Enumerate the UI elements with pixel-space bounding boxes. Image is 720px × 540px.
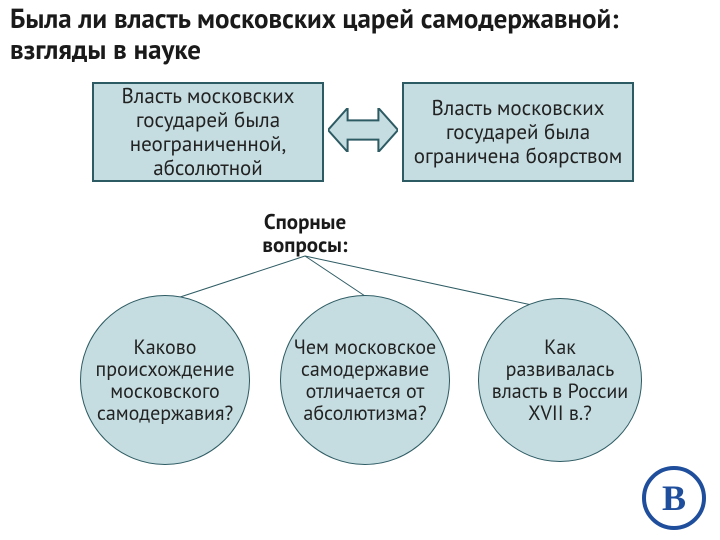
page-title: Была ли власть московских царей самодерж… (10, 4, 710, 66)
subheader: Спорные вопросы: (220, 210, 390, 256)
connector-line-1 (165, 256, 305, 302)
question-circle-3: Как развивалась власть в России XVII в.? (478, 298, 642, 462)
logo-letter: В (662, 480, 686, 516)
view-box-left: Власть московских государей была неогран… (92, 82, 324, 182)
double-arrow-shape (328, 108, 398, 152)
view-box-right: Власть московских государей была огранич… (402, 82, 634, 182)
question-circle-1: Каково происхождение московского самодер… (80, 295, 250, 465)
hse-logo: В (642, 466, 706, 530)
logo-ring: В (642, 466, 706, 530)
double-arrow-icon (328, 108, 398, 152)
connector-line-2 (305, 256, 365, 296)
question-circle-2: Чем московское самодержавие отличается о… (280, 295, 450, 465)
